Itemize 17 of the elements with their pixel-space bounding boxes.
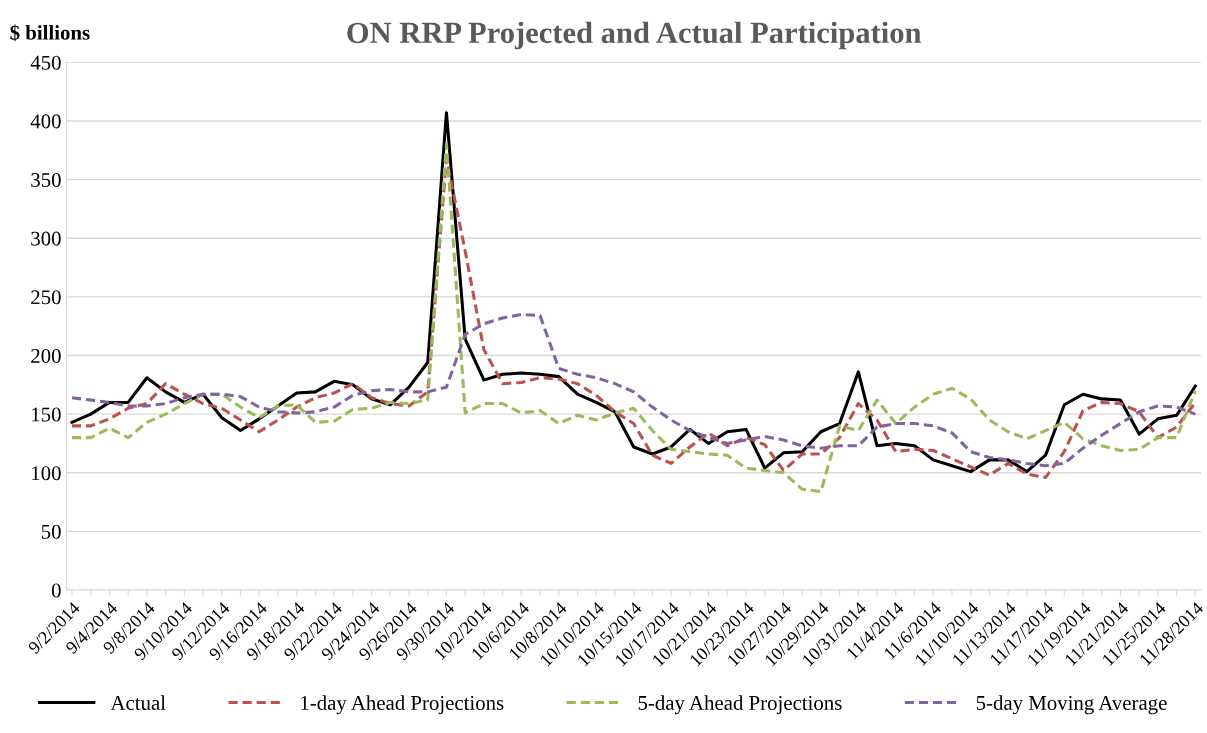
y-tick-label: 0 [51, 583, 61, 598]
line-series [70, 312, 1197, 468]
legend-label: 5-day Ahead Projections [638, 695, 842, 715]
y-tick-label: 250 [31, 290, 61, 305]
y-tick-label: 400 [30, 114, 61, 129]
legend-label: 1-day Ahead Projections [301, 695, 504, 715]
y-axis-title: $ billions [10, 24, 90, 42]
y-tick-label: 50 [41, 524, 61, 539]
chart-title: ON RRP Projected and Actual Participation [347, 21, 922, 50]
y-tick-label: 150 [32, 407, 61, 422]
y-tick-label: 350 [31, 172, 61, 188]
y-tick-label: 300 [31, 231, 61, 246]
legend-label: Actual [110, 695, 166, 710]
y-tick-label: 200 [31, 348, 61, 363]
y-tick-label: 100 [32, 466, 61, 481]
legend-label: 5-day Moving Average [976, 695, 1167, 715]
y-tick-label: 450 [30, 55, 61, 70]
